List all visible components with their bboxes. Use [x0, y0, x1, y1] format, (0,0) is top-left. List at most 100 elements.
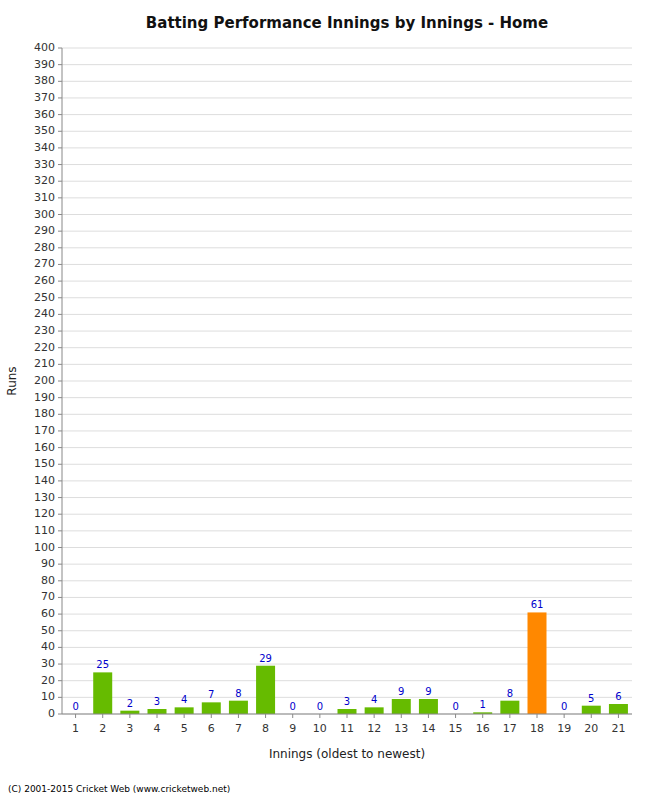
- x-tick: [211, 714, 212, 718]
- x-tick-label: 16: [476, 722, 490, 735]
- y-tick: [58, 48, 62, 49]
- y-tick: [58, 614, 62, 615]
- y-tick-label: 140: [34, 474, 55, 487]
- grid: [62, 48, 632, 714]
- y-axis-label: Runs: [5, 366, 19, 395]
- x-tick: [102, 714, 103, 718]
- y-tick: [58, 297, 62, 298]
- y-tick-label: 70: [41, 590, 55, 603]
- grid-line: [62, 381, 632, 382]
- bar: [93, 672, 112, 714]
- grid-line: [62, 430, 632, 431]
- data-label: 1: [480, 699, 486, 710]
- data-label: 0: [561, 701, 567, 712]
- x-tick-label: 3: [126, 722, 133, 735]
- y-tick-label: 110: [34, 524, 55, 537]
- x-tick: [75, 714, 76, 718]
- y-tick-label: 20: [41, 674, 55, 687]
- y-tick-label: 350: [34, 124, 55, 137]
- x-tick: [591, 714, 592, 718]
- grid-line: [62, 314, 632, 315]
- y-axis: 0102030405060708090100110120130140150160…: [34, 41, 62, 720]
- y-tick-label: 90: [41, 557, 55, 570]
- grid-line: [62, 64, 632, 65]
- x-tick-label: 4: [154, 722, 161, 735]
- y-tick: [58, 547, 62, 548]
- data-label: 4: [181, 694, 187, 705]
- y-tick-label: 330: [34, 158, 55, 171]
- y-tick-label: 50: [41, 624, 55, 637]
- y-tick-label: 200: [34, 374, 55, 387]
- grid-line: [62, 497, 632, 498]
- y-tick: [58, 564, 62, 565]
- y-tick-label: 180: [34, 407, 55, 420]
- data-label: 2: [127, 698, 133, 709]
- footer: (C) 2001-2015 Cricket Web (www.cricketwe…: [8, 784, 230, 794]
- y-tick: [58, 247, 62, 248]
- y-tick-label: 120: [34, 507, 55, 520]
- grid-line: [62, 81, 632, 82]
- x-tick: [455, 714, 456, 718]
- y-tick: [58, 214, 62, 215]
- bar: [256, 666, 275, 714]
- y-tick-label: 10: [41, 690, 55, 703]
- y-tick: [58, 281, 62, 282]
- x-tick: [509, 714, 510, 718]
- x-tick: [428, 714, 429, 718]
- data-label: 6: [615, 691, 621, 702]
- x-tick: [482, 714, 483, 718]
- y-tick: [58, 231, 62, 232]
- y-tick: [58, 530, 62, 531]
- y-tick: [58, 197, 62, 198]
- data-label: 0: [317, 701, 323, 712]
- grid-line: [62, 414, 632, 415]
- x-tick: [401, 714, 402, 718]
- y-tick: [58, 64, 62, 65]
- x-tick: [157, 714, 158, 718]
- x-tick: [618, 714, 619, 718]
- x-axis-label: Innings (oldest to newest): [269, 747, 425, 761]
- y-tick: [58, 514, 62, 515]
- x-tick-label: 13: [394, 722, 408, 735]
- y-tick-label: 310: [34, 191, 55, 204]
- data-label: 3: [154, 696, 160, 707]
- x-tick: [238, 714, 239, 718]
- y-tick-label: 210: [34, 357, 55, 370]
- grid-line: [62, 214, 632, 215]
- data-label: 9: [398, 686, 404, 697]
- y-tick-label: 260: [34, 274, 55, 287]
- grid-line: [62, 331, 632, 332]
- y-tick-label: 360: [34, 108, 55, 121]
- x-tick-label: 1: [72, 722, 79, 735]
- bar: [148, 709, 167, 714]
- y-tick-label: 60: [41, 607, 55, 620]
- chart: 0102030405060708090100110120130140150160…: [0, 0, 650, 800]
- grid-line: [62, 580, 632, 581]
- x-tick: [319, 714, 320, 718]
- y-tick-label: 320: [34, 174, 55, 187]
- y-tick-label: 340: [34, 141, 55, 154]
- x-tick: [564, 714, 565, 718]
- y-tick: [58, 414, 62, 415]
- grid-line: [62, 597, 632, 598]
- x-tick-label: 6: [208, 722, 215, 735]
- bar: [419, 699, 438, 714]
- bar: [229, 701, 248, 714]
- y-tick-label: 100: [34, 541, 55, 554]
- y-tick-label: 160: [34, 441, 55, 454]
- y-tick-label: 30: [41, 657, 55, 670]
- bars: [93, 612, 628, 714]
- y-tick: [58, 364, 62, 365]
- y-tick: [58, 714, 62, 715]
- y-tick-label: 80: [41, 574, 55, 587]
- data-label: 29: [259, 653, 272, 664]
- x-tick-label: 19: [557, 722, 571, 735]
- data-label: 4: [371, 694, 377, 705]
- grid-line: [62, 48, 632, 49]
- y-tick-label: 190: [34, 391, 55, 404]
- data-label: 61: [531, 599, 544, 610]
- grid-line: [62, 447, 632, 448]
- grid-line: [62, 547, 632, 548]
- grid-line: [62, 364, 632, 365]
- y-tick: [58, 164, 62, 165]
